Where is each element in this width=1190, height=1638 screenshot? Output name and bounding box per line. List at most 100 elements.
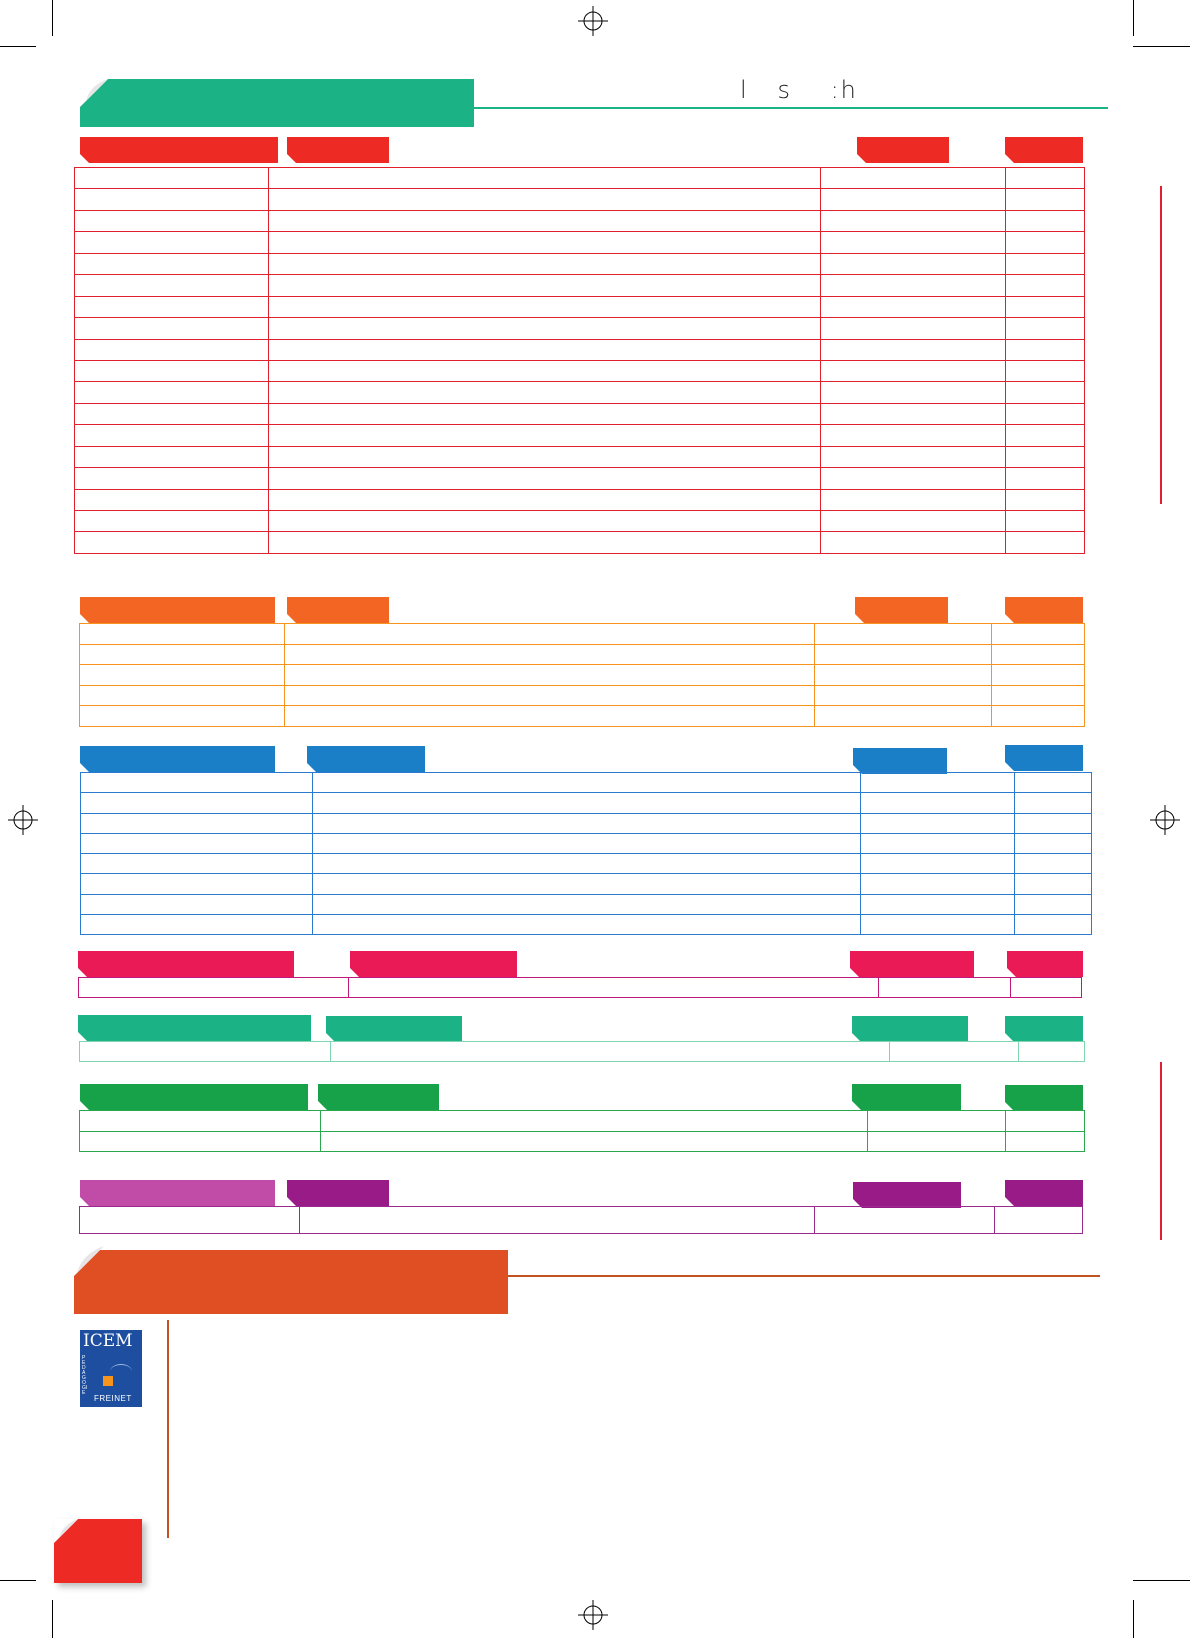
schedule-table <box>74 166 1085 554</box>
table-cell <box>284 623 815 645</box>
table-cell <box>79 1130 321 1152</box>
table-cell <box>80 771 313 794</box>
table-row <box>74 488 1085 512</box>
section-tab <box>853 1182 961 1208</box>
crop-mark <box>0 46 36 47</box>
table-cell <box>80 852 313 875</box>
table-cell <box>991 684 1085 707</box>
table-row <box>78 977 1082 998</box>
section-tab <box>80 597 275 623</box>
table-row <box>79 1206 1083 1234</box>
table-row <box>74 424 1085 447</box>
crop-mark <box>1133 0 1134 36</box>
table-cell <box>1014 792 1092 814</box>
table-row <box>79 643 1085 666</box>
table-row <box>74 359 1085 383</box>
table-row <box>79 684 1085 707</box>
table-cell <box>74 531 269 554</box>
table-cell <box>74 209 269 233</box>
table-cell <box>79 705 285 727</box>
table-cell <box>330 1041 890 1062</box>
table-cell <box>1014 913 1092 936</box>
section-tab <box>1005 1180 1083 1206</box>
table-cell <box>79 1041 331 1062</box>
table-row <box>80 852 1092 875</box>
table-row <box>74 531 1085 554</box>
table-row <box>80 873 1092 895</box>
table-row <box>74 295 1085 319</box>
table-cell <box>268 166 821 190</box>
table-row <box>80 913 1092 936</box>
table-cell <box>268 424 821 447</box>
table-cell <box>74 467 269 490</box>
section-tab <box>1005 745 1083 771</box>
registration-mark-icon <box>578 6 608 36</box>
crop-mark <box>1133 46 1190 47</box>
table-cell <box>1005 1110 1085 1132</box>
table-cell <box>268 338 821 361</box>
table-row <box>80 771 1092 794</box>
table-cell <box>1018 1041 1085 1062</box>
table-cell <box>860 913 1015 936</box>
table-row <box>80 832 1092 855</box>
table-cell <box>860 873 1015 895</box>
logo-figure <box>110 1364 132 1379</box>
page-curl-icon <box>70 1246 104 1280</box>
table-cell <box>860 852 1015 875</box>
schedule-table <box>79 1041 1085 1062</box>
table-cell <box>867 1130 1006 1152</box>
table-row <box>74 381 1085 404</box>
schedule-table <box>79 1110 1085 1152</box>
table-cell <box>312 852 861 875</box>
table-cell <box>991 664 1085 686</box>
table-row <box>74 188 1085 211</box>
table-cell <box>312 792 861 814</box>
table-cell <box>820 252 1006 276</box>
table-cell <box>74 445 269 469</box>
crop-mark <box>52 1600 53 1638</box>
page-curl-icon <box>54 1519 78 1543</box>
running-title: l s :h <box>740 76 858 104</box>
table-cell <box>1005 531 1085 554</box>
table-row <box>79 1041 1085 1062</box>
table-cell <box>268 488 821 512</box>
footer-banner <box>74 1250 508 1314</box>
crop-mark <box>52 0 53 36</box>
table-cell <box>268 509 821 533</box>
logo-bottom-text: FREINET <box>94 1394 132 1403</box>
table-cell <box>74 402 269 426</box>
table-cell <box>312 873 861 895</box>
footer-rule <box>508 1275 1100 1277</box>
table-cell <box>1014 852 1092 875</box>
table-cell <box>284 684 815 707</box>
table-cell <box>80 893 313 915</box>
table-row <box>79 1130 1085 1152</box>
table-cell <box>814 623 992 645</box>
table-cell <box>79 623 285 645</box>
table-row <box>74 317 1085 340</box>
table-cell <box>284 643 815 666</box>
table-cell <box>1005 274 1085 297</box>
table-cell <box>820 509 1006 533</box>
table-row <box>74 338 1085 361</box>
table-cell <box>860 893 1015 915</box>
section-tab <box>1005 1085 1083 1111</box>
logo-title: ICEM <box>83 1331 133 1351</box>
table-cell <box>820 295 1006 319</box>
section-tab <box>852 1016 968 1042</box>
footer-vertical-rule <box>167 1320 169 1538</box>
table-cell <box>284 705 815 727</box>
table-cell <box>1005 467 1085 490</box>
table-cell <box>991 623 1085 645</box>
table-cell <box>80 812 313 834</box>
table-cell <box>820 338 1006 361</box>
table-cell <box>820 424 1006 447</box>
section-tab <box>326 1016 462 1042</box>
table-row <box>74 274 1085 297</box>
table-cell <box>820 317 1006 340</box>
table-cell <box>74 359 269 383</box>
schedule-table <box>80 771 1092 936</box>
table-cell <box>268 402 821 426</box>
table-cell <box>1005 488 1085 512</box>
table-cell <box>1005 359 1085 383</box>
